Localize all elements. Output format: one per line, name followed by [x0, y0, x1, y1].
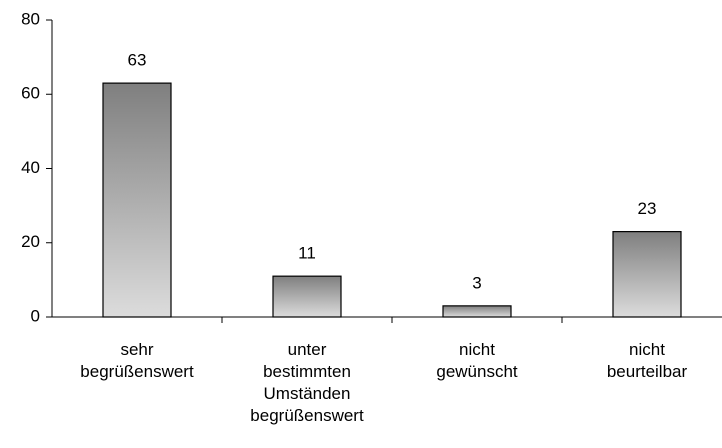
y-tick-label: 20 [21, 232, 40, 251]
y-tick-label: 0 [31, 306, 40, 325]
x-tick-label: nicht beurteilbar [607, 340, 688, 381]
value-label: 23 [638, 199, 657, 218]
x-tick-label: sehr begrüßenswert [80, 340, 194, 381]
bar [102, 82, 172, 318]
value-label: 63 [128, 51, 147, 70]
value-label: 11 [298, 244, 316, 263]
value-label: 3 [472, 273, 481, 292]
y-tick-label: 80 [21, 9, 40, 28]
bar [272, 275, 342, 318]
x-tick-label: nicht gewünscht [436, 340, 518, 381]
y-tick-label: 40 [21, 158, 40, 177]
bar [612, 231, 682, 318]
x-tick-label: unter bestimmten Umständen begrüßenswert [250, 340, 364, 425]
y-tick-label: 60 [21, 84, 40, 103]
bar [442, 305, 512, 318]
